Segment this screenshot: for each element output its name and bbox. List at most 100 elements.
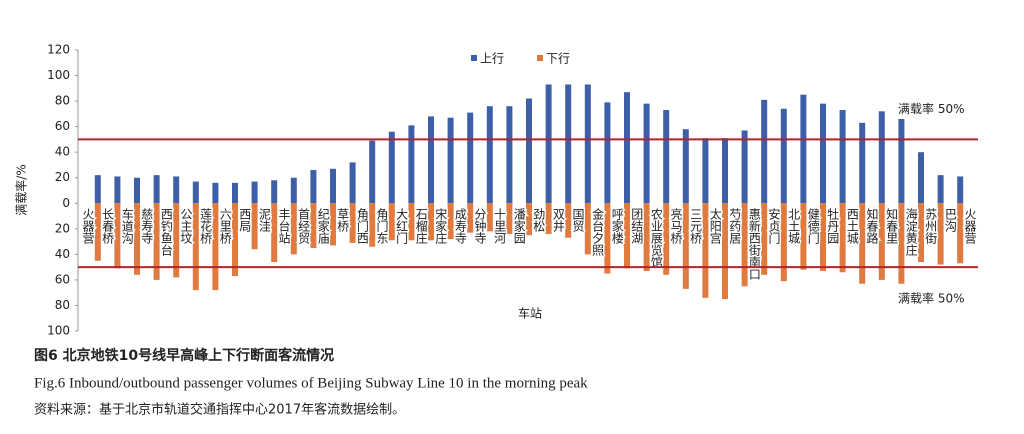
- reference-label: 满载率 50%: [898, 291, 965, 306]
- y-tick-label: 20: [55, 170, 70, 184]
- bar: [820, 203, 826, 271]
- bar: [349, 162, 356, 204]
- y-tick-label: 120: [47, 43, 70, 57]
- bar: [251, 203, 258, 250]
- y-tick-label: 60: [55, 119, 70, 133]
- station-label: 北土城: [787, 208, 801, 245]
- station-label: 西土城: [845, 208, 859, 245]
- bar: [937, 203, 944, 265]
- bar: [192, 181, 199, 204]
- bar: [290, 177, 297, 204]
- station-label: 草桥: [336, 208, 350, 233]
- bar: [94, 175, 101, 204]
- bar: [212, 203, 219, 291]
- bar: [369, 140, 376, 204]
- y-tick-label: 60: [55, 272, 70, 286]
- bar: [643, 103, 650, 204]
- y-tick-label: 40: [55, 247, 70, 261]
- bar: [624, 92, 630, 204]
- station-label: 金台夕照: [591, 207, 605, 257]
- bar: [486, 203, 493, 232]
- bar: [232, 203, 238, 277]
- station-label: 健德门: [806, 208, 820, 244]
- legend-swatch: [537, 55, 543, 61]
- bar: [722, 138, 728, 204]
- station-label: 潘家园: [512, 208, 526, 245]
- bar: [584, 203, 591, 255]
- bar: [330, 203, 336, 246]
- station-label: 首经贸: [297, 208, 311, 245]
- station-label: 亮马桥: [669, 207, 683, 245]
- station-label: 纪家庙: [316, 208, 330, 245]
- station-label: 泥洼: [257, 208, 271, 233]
- legend-label: 下行: [546, 52, 570, 66]
- bar: [957, 203, 964, 264]
- bar: [898, 118, 905, 204]
- station-label: 海淀黄庄: [904, 207, 918, 257]
- bar: [545, 203, 552, 234]
- bar: [408, 125, 415, 204]
- bar: [526, 98, 532, 204]
- bar: [741, 203, 748, 287]
- station-label: 十里河: [493, 208, 507, 244]
- station-label: 劲松: [532, 208, 546, 232]
- bar: [937, 175, 944, 204]
- bar: [369, 203, 376, 247]
- bar: [545, 84, 552, 204]
- bar: [506, 203, 513, 234]
- bar: [428, 116, 434, 204]
- bar: [467, 203, 474, 233]
- bar: [271, 203, 278, 263]
- bar: [859, 203, 866, 284]
- station-label: 西局: [238, 208, 252, 233]
- bar: [467, 112, 474, 204]
- y-tick-label: 0: [62, 196, 70, 210]
- bar: [839, 110, 846, 204]
- station-label: 角门东: [375, 208, 389, 244]
- station-label: 西钓鱼台: [159, 208, 173, 256]
- bar: [330, 168, 336, 204]
- bar: [702, 203, 709, 298]
- bar: [722, 203, 728, 300]
- station-label: 慈寿寺: [140, 207, 154, 244]
- bar: [506, 106, 513, 204]
- station-label: 三元桥: [689, 208, 703, 245]
- bar: [682, 203, 689, 289]
- station-label: 惠新西街南口: [747, 208, 761, 280]
- bar: [741, 130, 748, 204]
- bar: [212, 182, 219, 204]
- x-axis-label: 车站: [518, 306, 542, 321]
- station-label: 角门西: [355, 208, 369, 244]
- bar: [878, 111, 885, 204]
- bar: [761, 203, 768, 275]
- bar: [663, 203, 670, 275]
- station-label: 大红门: [395, 208, 409, 244]
- station-label: 公主坟: [179, 208, 193, 244]
- bar: [173, 203, 180, 278]
- station-label: 丰台站: [277, 208, 291, 244]
- station-label: 团结湖: [630, 208, 644, 244]
- y-tick-label: 100: [47, 324, 70, 338]
- bar: [134, 177, 140, 204]
- bar: [800, 94, 807, 204]
- station-label: 双井: [551, 208, 565, 233]
- bar: [114, 203, 121, 269]
- bar: [173, 176, 180, 204]
- caption: Fig.6 Inbound/outbound passenger volumes…: [34, 375, 588, 391]
- bar: [839, 203, 846, 273]
- bar: [388, 203, 395, 241]
- caption: 图6 北京地铁10号线早高峰上下行断面客流情况: [34, 347, 334, 364]
- legend-swatch: [471, 55, 477, 61]
- y-tick-label: 100: [47, 68, 70, 82]
- bar: [918, 152, 924, 204]
- bar: [408, 203, 415, 241]
- bar: [957, 176, 964, 204]
- bar: [310, 203, 317, 248]
- bar: [584, 84, 591, 204]
- station-label: 莲花桥: [199, 208, 213, 245]
- bar: [702, 138, 709, 204]
- bar: [565, 203, 572, 238]
- bar: [780, 203, 787, 282]
- reference-label: 满载率 50%: [898, 101, 965, 116]
- station-label: 呼家楼: [610, 208, 624, 244]
